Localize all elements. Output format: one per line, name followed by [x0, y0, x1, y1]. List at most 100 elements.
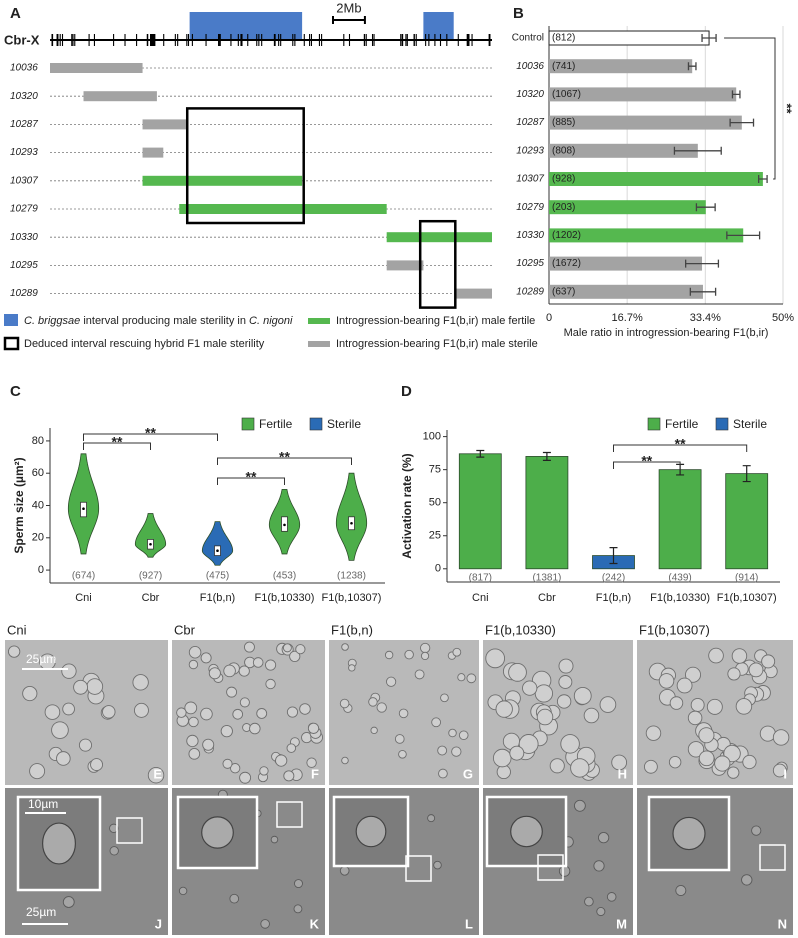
- legend-swatch: [308, 341, 330, 347]
- cell: [62, 896, 75, 908]
- significance-bracket: [217, 457, 352, 465]
- cell: [438, 768, 448, 779]
- scale-bar-label: 25µm: [26, 652, 56, 666]
- count-label: (928): [552, 174, 575, 185]
- rescue-interval: [185, 107, 305, 225]
- cell: [208, 667, 221, 680]
- introgression-bar: [142, 175, 303, 186]
- cell: [676, 677, 693, 694]
- cell: [731, 648, 748, 664]
- cell: [534, 684, 554, 703]
- cell: [223, 664, 236, 678]
- cell: [256, 708, 268, 719]
- panel-letter: F: [311, 766, 319, 781]
- cell: [339, 865, 350, 876]
- strain-label: 10289: [10, 288, 38, 299]
- panel-letter: M: [616, 916, 627, 931]
- legend-text-part: C. briggsae: [24, 315, 80, 327]
- cell: [394, 734, 405, 744]
- cell: [220, 725, 233, 738]
- panel-label: B: [513, 5, 524, 22]
- cell: [558, 675, 573, 689]
- x-tick-label: F1(b,10307): [322, 592, 382, 604]
- error-bar: [742, 465, 751, 483]
- cell: [293, 879, 303, 889]
- cell: [772, 763, 787, 778]
- panel-letter: E: [153, 766, 162, 781]
- x-tick-label: Cni: [75, 592, 92, 604]
- cell: [573, 799, 586, 812]
- significance-bracket: [724, 37, 776, 180]
- cell: [518, 734, 539, 754]
- y-tick-label: 10293: [516, 145, 544, 156]
- cell: [735, 698, 753, 715]
- legend-text: Introgression-bearing F1(b,ir) male ster…: [336, 338, 538, 350]
- bar: [458, 453, 502, 570]
- cell: [200, 707, 213, 721]
- cell: [451, 746, 462, 757]
- cell: [61, 663, 77, 679]
- cell: [243, 641, 255, 653]
- y-tick-label: 25: [429, 530, 441, 542]
- cell: [706, 698, 723, 715]
- cell: [282, 643, 292, 653]
- error-bar: [758, 175, 768, 183]
- cell: [741, 874, 753, 886]
- cell: [606, 892, 617, 902]
- error-bar: [695, 203, 716, 212]
- count-label: (674): [72, 571, 95, 582]
- introgression-bar: [386, 232, 492, 243]
- strain-label: 10307: [10, 175, 38, 186]
- cell: [509, 745, 525, 761]
- cell: [286, 743, 297, 753]
- bar: [549, 172, 763, 186]
- y-tick-label: 10287: [516, 117, 544, 128]
- cell: [188, 748, 201, 760]
- y-tick-label: 10289: [516, 286, 544, 297]
- introgression-bar: [142, 147, 164, 158]
- y-tick-label: 20: [32, 532, 44, 544]
- cell: [239, 697, 250, 708]
- median: [350, 521, 353, 525]
- cell: [669, 696, 684, 710]
- cell: [452, 647, 462, 657]
- cell: [132, 674, 149, 691]
- panel-letter: K: [310, 916, 320, 931]
- cell: [186, 734, 199, 748]
- cell: [73, 679, 88, 695]
- error-bar: [731, 90, 741, 99]
- strain-label: 10295: [10, 260, 38, 271]
- scale-bar-label: 25µm: [26, 905, 56, 919]
- cell: [286, 706, 299, 718]
- column-title: F1(b,n): [331, 622, 373, 637]
- legend-label: Sterile: [733, 417, 767, 431]
- strain-label: 10287: [10, 119, 38, 130]
- cell: [348, 664, 356, 672]
- cell: [573, 686, 592, 705]
- bar: [658, 469, 702, 570]
- y-tick-label: 60: [32, 467, 44, 479]
- error-bar: [609, 547, 618, 565]
- legend-swatch: [647, 417, 661, 431]
- rescue-interval: [418, 219, 457, 309]
- cell: [56, 751, 71, 766]
- count-label: (927): [139, 571, 162, 582]
- inset-source: [276, 801, 303, 828]
- introgression-bar: [386, 260, 424, 271]
- scale-bar-label: 2Mb: [336, 0, 361, 15]
- cell: [433, 860, 442, 870]
- cell: [714, 755, 731, 772]
- cell: [306, 757, 317, 768]
- strain-label: 10293: [10, 147, 38, 158]
- legend-label: Sterile: [327, 417, 361, 431]
- count-label: (1067): [552, 89, 581, 100]
- cell: [86, 678, 104, 695]
- cell: [495, 700, 513, 718]
- cell: [230, 763, 241, 774]
- error-bar: [685, 259, 720, 268]
- panel-letter: J: [155, 916, 162, 931]
- cell: [102, 705, 116, 719]
- cell: [675, 884, 687, 896]
- cell: [384, 650, 394, 660]
